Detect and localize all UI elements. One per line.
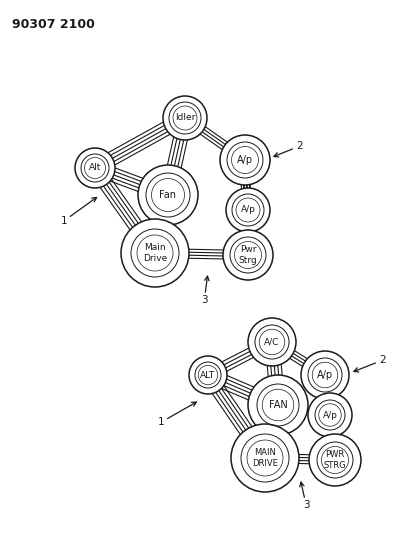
- Circle shape: [301, 351, 349, 399]
- Text: 2: 2: [379, 355, 386, 365]
- Circle shape: [163, 96, 207, 140]
- Text: Idler: Idler: [175, 114, 195, 123]
- Text: 1: 1: [158, 417, 164, 427]
- Text: A/p: A/p: [317, 370, 333, 380]
- Text: A/p: A/p: [323, 410, 337, 419]
- Text: 1: 1: [61, 216, 67, 226]
- Circle shape: [231, 424, 299, 492]
- Circle shape: [138, 165, 198, 225]
- Circle shape: [309, 434, 361, 486]
- Circle shape: [248, 375, 308, 435]
- Circle shape: [308, 393, 352, 437]
- Text: 90307 2100: 90307 2100: [12, 18, 95, 31]
- Text: 2: 2: [296, 141, 303, 151]
- Circle shape: [220, 135, 270, 185]
- Text: A/p: A/p: [237, 155, 253, 165]
- Text: 3: 3: [303, 500, 309, 510]
- Text: ALT: ALT: [200, 370, 216, 379]
- Text: Main
Drive: Main Drive: [143, 244, 167, 263]
- Text: 3: 3: [201, 295, 208, 305]
- Text: MAIN
DRIVE: MAIN DRIVE: [252, 448, 278, 467]
- Circle shape: [226, 188, 270, 232]
- Circle shape: [223, 230, 273, 280]
- Circle shape: [248, 318, 296, 366]
- Circle shape: [75, 148, 115, 188]
- Text: A/p: A/p: [241, 206, 256, 214]
- Text: A/C: A/C: [264, 337, 280, 346]
- Text: Fan: Fan: [160, 190, 177, 200]
- Text: Alt: Alt: [89, 164, 101, 173]
- Text: PWR
STRG: PWR STRG: [324, 450, 346, 470]
- Text: Pwr
Strg: Pwr Strg: [239, 246, 257, 264]
- Text: FAN: FAN: [269, 400, 287, 410]
- Circle shape: [189, 356, 227, 394]
- Circle shape: [121, 219, 189, 287]
